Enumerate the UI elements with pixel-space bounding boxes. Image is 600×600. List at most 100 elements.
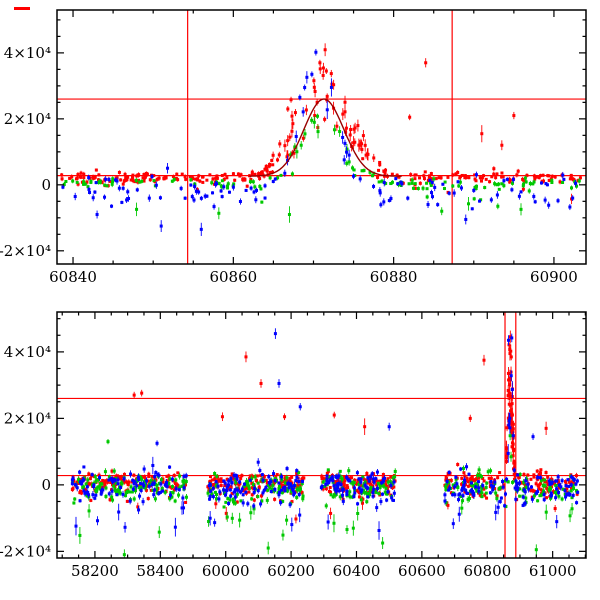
data-point [295,150,299,154]
data-point [143,475,147,479]
data-point [249,511,253,515]
data-point [447,470,451,474]
data-point [507,338,511,342]
data-point [509,403,513,407]
data-point [548,482,552,486]
data-point [132,393,136,397]
data-point [496,505,500,509]
data-point [201,175,205,179]
data-point [323,484,327,488]
data-point [533,177,537,181]
data-point [504,459,508,463]
data-point [174,478,178,482]
data-point [569,487,573,491]
data-point [264,164,268,168]
data-point [446,485,450,489]
data-point [230,481,234,485]
data-point [575,501,579,505]
data-point [522,473,526,477]
data-point [257,485,261,489]
data-point [273,497,277,501]
data-point [565,493,569,497]
data-point [501,485,505,489]
data-point [219,483,223,487]
data-point [144,479,148,483]
data-point [332,413,336,417]
data-point [453,493,457,497]
data-point [325,471,329,475]
data-point [362,478,366,482]
data-point [320,476,324,480]
data-point [234,481,238,485]
data-point [511,480,515,484]
data-point [340,488,344,492]
data-point [211,486,215,490]
data-point [446,503,450,507]
data-point [324,69,328,73]
data-point [329,72,333,76]
data-point [87,187,91,191]
data-point [267,164,271,168]
data-point [290,475,294,479]
data-point [338,495,342,499]
data-point [108,179,112,183]
data-point [310,72,314,76]
y-tick-label: 0 [41,176,51,194]
data-point [103,195,107,199]
data-point [214,493,218,497]
data-point [279,475,283,479]
data-point [296,488,300,492]
data-point [335,124,339,128]
data-point [323,48,327,52]
data-point [111,498,115,502]
data-point [167,474,171,478]
data-point [555,491,559,495]
data-point [537,487,541,491]
data-point [312,79,316,83]
data-point [131,175,135,179]
data-point [321,66,325,70]
data-point [285,155,289,159]
data-point [168,465,172,469]
y-tick-label: -2×10⁴ [0,542,51,560]
data-point [277,493,281,497]
data-point [570,186,574,190]
data-point [242,482,246,486]
data-point [238,518,242,522]
data-point [246,480,250,484]
data-point [229,494,233,498]
data-point [159,478,163,482]
data-point [473,177,477,181]
data-point [533,489,537,493]
data-point [451,493,455,497]
data-point [495,183,499,187]
data-point [158,490,162,494]
data-point [422,177,426,181]
data-point [534,175,538,179]
data-point [103,481,107,485]
data-point [290,500,294,504]
data-point [90,473,94,477]
data-point [357,491,361,495]
data-point [392,498,396,502]
data-point [105,479,109,483]
data-point [291,487,295,491]
data-point [348,133,352,137]
data-point [256,489,260,493]
data-point [529,488,533,492]
data-point [252,504,256,508]
data-point [375,506,379,510]
data-point [343,141,347,145]
data-point [263,184,267,188]
data-point [345,493,349,497]
data-point [283,481,287,485]
data-point [521,184,525,188]
data-point [335,483,339,487]
data-point [540,493,544,497]
data-point [439,176,443,180]
data-point [293,491,297,495]
data-point [473,478,477,482]
data-point [223,481,227,485]
data-point [542,179,546,183]
data-point [260,499,264,503]
